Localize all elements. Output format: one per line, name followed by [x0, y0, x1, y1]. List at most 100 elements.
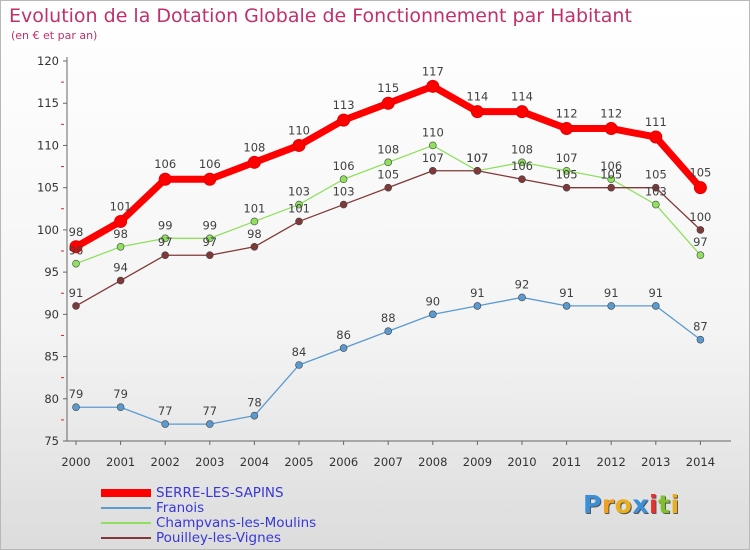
data-label: 108 [511, 142, 533, 156]
data-point [604, 122, 618, 136]
data-point [295, 200, 303, 209]
x-tick-label: 2011 [552, 455, 581, 469]
logo-letter: i [670, 490, 680, 519]
data-point [384, 183, 393, 192]
data-point [560, 122, 574, 136]
data-label: 79 [69, 387, 84, 401]
data-point [518, 175, 526, 184]
data-point [428, 166, 437, 175]
data-point [381, 96, 395, 110]
data-point [384, 327, 393, 336]
data-label: 103 [288, 185, 310, 199]
data-point [607, 183, 616, 192]
data-label: 113 [333, 98, 355, 112]
y-tick-label: 75 [44, 434, 59, 448]
x-tick-label: 2008 [418, 455, 447, 469]
data-point [114, 214, 128, 228]
data-label: 97 [693, 235, 708, 249]
data-label: 106 [199, 157, 221, 171]
data-label: 86 [336, 328, 351, 342]
data-point [651, 302, 660, 310]
logo-letter: P [583, 490, 602, 519]
data-label: 91 [69, 286, 84, 300]
data-label: 98 [247, 227, 262, 241]
data-label: 108 [377, 142, 399, 156]
data-point [473, 166, 482, 175]
legend-swatch [101, 489, 151, 497]
data-point [696, 335, 705, 344]
data-point [515, 105, 529, 119]
y-tick-label: 85 [44, 350, 59, 364]
data-point [206, 234, 214, 243]
data-point [651, 200, 660, 209]
data-label: 111 [645, 115, 667, 129]
data-label: 106 [511, 159, 533, 173]
data-label: 99 [158, 218, 173, 232]
y-tick-label: 115 [37, 96, 59, 110]
data-label: 98 [113, 227, 128, 241]
data-point [518, 293, 526, 302]
data-point [250, 411, 259, 420]
data-label: 107 [556, 151, 578, 165]
y-tick-label: 105 [37, 181, 59, 195]
data-label: 87 [693, 320, 708, 334]
data-label: 107 [466, 151, 488, 165]
data-point [69, 240, 83, 254]
data-label: 107 [466, 151, 488, 165]
data-label: 106 [333, 159, 355, 173]
data-label: 98 [69, 225, 84, 239]
y-tick-label: 95 [44, 265, 59, 279]
data-point [72, 259, 80, 268]
data-label: 97 [202, 235, 217, 249]
data-point [518, 158, 526, 167]
data-label: 78 [247, 396, 262, 410]
x-tick-label: 2000 [61, 455, 90, 469]
data-point [339, 344, 348, 352]
chart-title: Evolution de la Dotation Globale de Fonc… [9, 5, 632, 27]
legend-swatch [101, 507, 151, 509]
data-label: 91 [648, 286, 663, 300]
data-label: 101 [243, 201, 265, 215]
data-label: 97 [158, 235, 173, 249]
data-point [562, 183, 571, 192]
x-tick-label: 2004 [240, 455, 269, 469]
data-point [426, 79, 440, 93]
data-label: 117 [422, 64, 444, 78]
data-label: 92 [515, 277, 530, 291]
data-label: 91 [470, 286, 485, 300]
data-label: 79 [113, 387, 128, 401]
data-point [206, 420, 214, 428]
data-label: 105 [600, 168, 622, 182]
data-point [72, 403, 80, 412]
data-label: 114 [511, 90, 533, 104]
data-point [116, 242, 125, 251]
x-tick-label: 2012 [597, 455, 626, 469]
y-tick-label: 110 [37, 138, 59, 152]
data-label: 88 [381, 311, 396, 325]
data-point [116, 276, 125, 285]
data-point [649, 130, 663, 144]
legend-swatch [101, 522, 151, 524]
data-point [562, 302, 571, 310]
data-label: 105 [689, 166, 711, 180]
data-point [295, 361, 303, 369]
data-point [250, 217, 259, 226]
data-point [696, 226, 705, 234]
data-point [250, 242, 259, 251]
x-tick-label: 2007 [374, 455, 403, 469]
data-label: 110 [422, 125, 444, 139]
data-label: 110 [288, 123, 310, 137]
x-tick-label: 2013 [641, 455, 670, 469]
chart-subtitle: (en € et par an) [11, 29, 98, 42]
data-label: 101 [110, 199, 132, 213]
data-point [428, 310, 437, 319]
logo-letter: r [601, 490, 615, 519]
data-point [339, 175, 348, 184]
legend-label: Franois [156, 500, 205, 516]
x-tick-label: 2003 [195, 455, 224, 469]
data-point [693, 181, 707, 195]
legend-label: SERRE-LES-SAPINS [156, 485, 284, 501]
y-tick-label: 90 [44, 307, 59, 321]
